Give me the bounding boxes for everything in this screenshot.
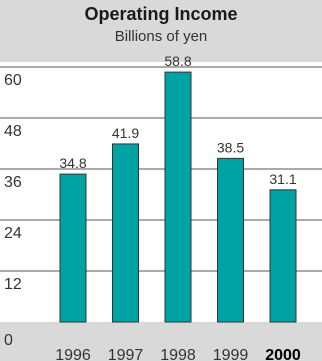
x-axis-band	[0, 322, 322, 361]
chart-title: Operating Income	[84, 4, 238, 24]
x-tick-label-1996: 1996	[55, 347, 91, 361]
value-label-1998: 58.8	[164, 53, 191, 69]
y-tick-label-12: 12	[4, 276, 22, 293]
y-tick-label-36: 36	[4, 174, 22, 191]
value-label-1997: 41.9	[112, 125, 139, 141]
bar-1999	[217, 157, 244, 323]
y-tick-label-24: 24	[4, 225, 22, 242]
value-label-2000: 31.1	[269, 171, 296, 187]
x-tick-label-1999: 1999	[213, 347, 249, 361]
x-tick-label-1997: 1997	[108, 347, 144, 361]
chart-header: Operating Income Billions of yen	[0, 0, 322, 62]
chart-subtitle: Billions of yen	[114, 28, 208, 45]
y-tick-label-60: 60	[4, 72, 22, 89]
x-tick-label-1998: 1998	[160, 347, 196, 361]
bar-1996	[59, 173, 87, 323]
value-label-1996: 34.8	[59, 155, 86, 171]
bar-1998	[164, 71, 192, 323]
y-tick-label-48: 48	[4, 123, 22, 140]
x-tick-label-2000: 2000	[265, 347, 301, 361]
bar-1997	[112, 143, 139, 323]
bar-2000	[269, 189, 297, 323]
y-tick-label-0: 0	[4, 332, 13, 349]
value-label-1999: 38.5	[217, 139, 244, 155]
